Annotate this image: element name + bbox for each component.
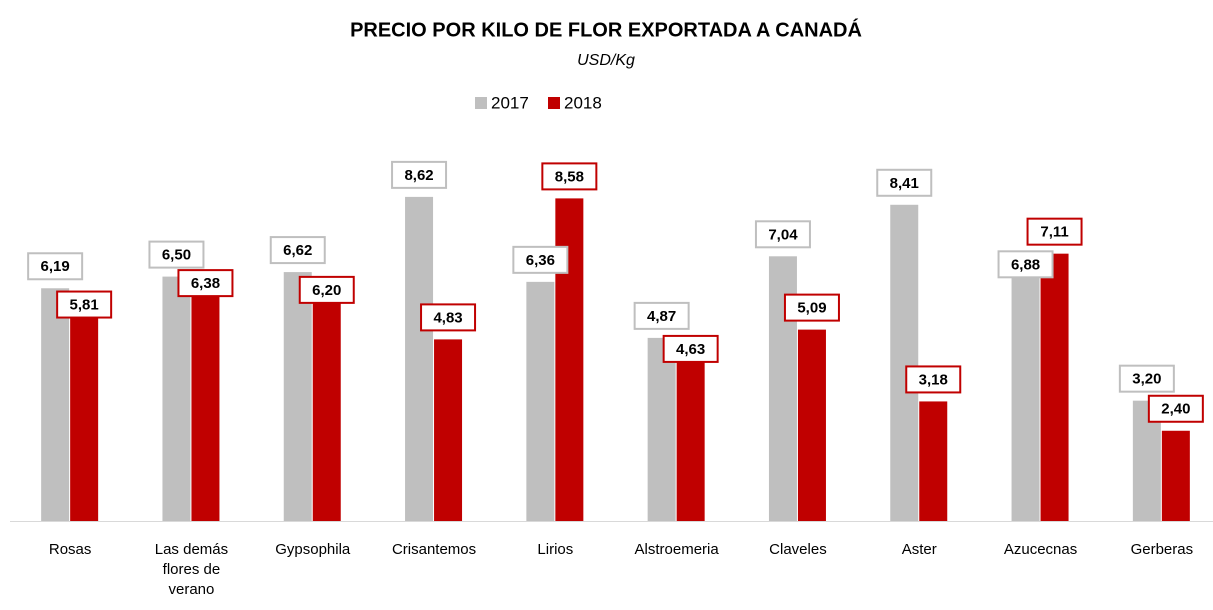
bar (1011, 262, 1040, 521)
bar (526, 281, 555, 521)
bar (162, 276, 191, 521)
data-label-box (512, 245, 569, 274)
data-label-box (1026, 217, 1083, 246)
data-label: 6,88 (1011, 256, 1040, 273)
data-label: 6,38 (191, 275, 220, 292)
x-tick-label: Crisantemos (391, 541, 477, 558)
data-label: 3,20 (1132, 371, 1161, 388)
data-label-box (1147, 394, 1204, 423)
data-label-box (783, 293, 840, 322)
bar (919, 401, 948, 521)
data-label: 8,58 (555, 168, 584, 185)
data-label: 3,18 (919, 371, 948, 388)
data-label-box (1118, 364, 1175, 393)
legend-label: 2018 (564, 93, 602, 112)
data-label-box (298, 275, 355, 304)
data-label-box (420, 303, 477, 332)
data-label: 6,19 (41, 258, 70, 275)
data-label: 4,83 (433, 309, 462, 326)
data-label-box (662, 334, 719, 363)
data-label-box (269, 236, 326, 265)
bar (797, 329, 826, 521)
data-label-box (148, 240, 205, 269)
data-label-box (997, 250, 1054, 279)
x-tick-label: Las demás flores de verano (154, 541, 229, 598)
bar (191, 281, 220, 521)
data-label-box (876, 168, 933, 197)
data-label: 6,50 (162, 247, 191, 264)
x-tick-label: Lirios (537, 541, 574, 558)
data-label: 6,20 (312, 282, 341, 299)
data-label-box (177, 269, 234, 298)
data-label-box (754, 220, 811, 249)
data-label: 6,36 (526, 252, 555, 269)
bar (434, 339, 463, 521)
data-label: 5,81 (70, 297, 99, 314)
data-label: 7,04 (768, 226, 798, 243)
legend-swatch (475, 97, 487, 109)
data-label-box (391, 160, 448, 189)
legend-swatch (548, 97, 560, 109)
data-label: 4,63 (676, 341, 705, 358)
bar (283, 272, 312, 521)
x-tick-label: Gerberas (1130, 541, 1194, 558)
data-label: 6,62 (283, 242, 312, 259)
bar (1161, 430, 1190, 521)
data-label-box (633, 301, 690, 330)
data-label-box (541, 162, 598, 191)
bar (70, 302, 99, 521)
data-label: 8,62 (404, 167, 433, 184)
x-tick-label: Rosas (48, 541, 92, 558)
x-tick-label: Gypsophila (275, 541, 351, 558)
bar (312, 287, 341, 521)
x-tick-label: Claveles (769, 541, 827, 558)
data-label: 2,40 (1161, 401, 1190, 418)
data-label-box (27, 252, 84, 281)
bar (890, 204, 919, 521)
bar (647, 337, 676, 521)
data-label: 5,09 (797, 300, 826, 317)
x-tick-label: Aster (901, 541, 937, 558)
bar (41, 288, 70, 521)
legend-label: 2017 (491, 93, 529, 112)
x-tick-label: Azucecnas (1003, 541, 1078, 558)
data-label-box (905, 365, 962, 394)
data-label: 8,41 (890, 175, 919, 192)
chart-title: PRECIO POR KILO DE FLOR EXPORTADA A CANA… (350, 18, 862, 41)
chart-subtitle: USD/Kg (577, 52, 635, 69)
data-label: 4,87 (647, 308, 676, 325)
bar (405, 196, 434, 521)
x-tick-label: Alstroemeria (634, 541, 719, 558)
bar (676, 346, 705, 521)
data-label: 7,11 (1040, 224, 1068, 241)
bar (1040, 253, 1069, 521)
data-label-box (56, 290, 113, 319)
